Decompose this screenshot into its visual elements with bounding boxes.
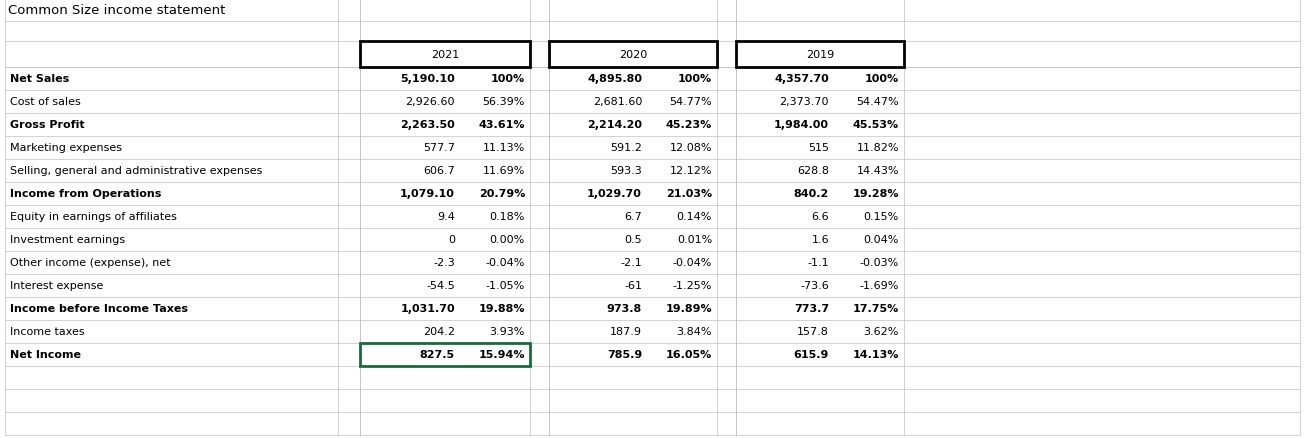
Text: 11.13%: 11.13% [483, 143, 525, 153]
Text: 2021: 2021 [431, 50, 459, 60]
Text: 11.82%: 11.82% [856, 143, 899, 153]
Text: 2,681.60: 2,681.60 [592, 97, 642, 107]
Text: 0.14%: 0.14% [676, 212, 713, 222]
Text: 14.13%: 14.13% [852, 350, 899, 360]
Bar [549, 42, 716, 68]
Text: 56.39%: 56.39% [483, 97, 525, 107]
Text: 615.9: 615.9 [793, 350, 829, 360]
Text: 100%: 100% [677, 74, 713, 84]
Text: 0.01%: 0.01% [677, 235, 713, 245]
Text: 2,263.50: 2,263.50 [401, 120, 455, 130]
Text: Income from Operations: Income from Operations [10, 189, 162, 199]
Text: -0.04%: -0.04% [672, 258, 713, 268]
Text: 973.8: 973.8 [607, 304, 642, 314]
Text: 0.5: 0.5 [624, 235, 642, 245]
Text: 0.00%: 0.00% [489, 235, 525, 245]
Text: 12.08%: 12.08% [669, 143, 713, 153]
Text: 14.43%: 14.43% [856, 166, 899, 176]
Text: 19.88%: 19.88% [479, 304, 525, 314]
Text: 11.69%: 11.69% [483, 166, 525, 176]
Text: Net Sales: Net Sales [10, 74, 69, 84]
Text: 2,214.20: 2,214.20 [587, 120, 642, 130]
Text: -1.1: -1.1 [808, 258, 829, 268]
Text: Income taxes: Income taxes [10, 327, 85, 337]
Text: -0.04%: -0.04% [485, 258, 525, 268]
Text: 2,926.60: 2,926.60 [406, 97, 455, 107]
Text: 43.61%: 43.61% [479, 120, 525, 130]
Text: 16.05%: 16.05% [666, 350, 713, 360]
Text: -1.25%: -1.25% [672, 281, 713, 291]
Text: 3.93%: 3.93% [489, 327, 525, 337]
Text: 1,029.70: 1,029.70 [587, 189, 642, 199]
Text: Interest expense: Interest expense [10, 281, 103, 291]
Text: -1.69%: -1.69% [860, 281, 899, 291]
Text: -0.03%: -0.03% [860, 258, 899, 268]
Text: -54.5: -54.5 [427, 281, 455, 291]
Text: 54.47%: 54.47% [856, 97, 899, 107]
Text: 15.94%: 15.94% [479, 350, 525, 360]
Text: 100%: 100% [491, 74, 525, 84]
Text: Gross Profit: Gross Profit [10, 120, 85, 130]
Text: 2,373.70: 2,373.70 [779, 97, 829, 107]
Text: 6.6: 6.6 [812, 212, 829, 222]
Text: Equity in earnings of affiliates: Equity in earnings of affiliates [10, 212, 177, 222]
Text: -1.05%: -1.05% [485, 281, 525, 291]
Text: Selling, general and administrative expenses: Selling, general and administrative expe… [10, 166, 262, 176]
Bar [736, 42, 904, 68]
Text: 21.03%: 21.03% [666, 189, 713, 199]
Text: 1.6: 1.6 [812, 235, 829, 245]
Text: 19.28%: 19.28% [852, 189, 899, 199]
Text: -2.1: -2.1 [620, 258, 642, 268]
Text: 6.7: 6.7 [624, 212, 642, 222]
Text: 12.12%: 12.12% [669, 166, 713, 176]
Text: 0.18%: 0.18% [489, 212, 525, 222]
Text: 515: 515 [808, 143, 829, 153]
Text: 4,357.70: 4,357.70 [774, 74, 829, 84]
Text: 0.15%: 0.15% [864, 212, 899, 222]
Text: Other income (expense), net: Other income (expense), net [10, 258, 171, 268]
Text: 827.5: 827.5 [420, 350, 455, 360]
Text: 773.7: 773.7 [793, 304, 829, 314]
Text: -2.3: -2.3 [433, 258, 455, 268]
Text: 3.62%: 3.62% [864, 327, 899, 337]
Text: 5,190.10: 5,190.10 [401, 74, 455, 84]
Text: Marketing expenses: Marketing expenses [10, 143, 121, 153]
Text: 593.3: 593.3 [611, 166, 642, 176]
Text: 100%: 100% [865, 74, 899, 84]
Text: 1,031.70: 1,031.70 [401, 304, 455, 314]
Text: 17.75%: 17.75% [852, 304, 899, 314]
Text: 54.77%: 54.77% [669, 97, 713, 107]
Text: 577.7: 577.7 [423, 143, 455, 153]
Text: 1,984.00: 1,984.00 [774, 120, 829, 130]
Text: 4,895.80: 4,895.80 [587, 74, 642, 84]
Text: 785.9: 785.9 [607, 350, 642, 360]
Text: Common Size income statement: Common Size income statement [8, 4, 226, 18]
Text: 1,079.10: 1,079.10 [401, 189, 455, 199]
Text: Investment earnings: Investment earnings [10, 235, 125, 245]
Text: 45.53%: 45.53% [853, 120, 899, 130]
Text: 20.79%: 20.79% [479, 189, 525, 199]
Text: 3.84%: 3.84% [676, 327, 713, 337]
Text: 591.2: 591.2 [611, 143, 642, 153]
Bar [360, 343, 530, 366]
Text: 187.9: 187.9 [609, 327, 642, 337]
Text: Cost of sales: Cost of sales [10, 97, 81, 107]
Text: -61: -61 [624, 281, 642, 291]
Text: 2020: 2020 [619, 50, 647, 60]
Text: 9.4: 9.4 [437, 212, 455, 222]
Text: 0: 0 [448, 235, 455, 245]
Text: 204.2: 204.2 [423, 327, 455, 337]
Text: -73.6: -73.6 [800, 281, 829, 291]
Text: 157.8: 157.8 [797, 327, 829, 337]
Text: 840.2: 840.2 [793, 189, 829, 199]
Text: 45.23%: 45.23% [666, 120, 713, 130]
Text: 2019: 2019 [806, 50, 834, 60]
Text: 628.8: 628.8 [797, 166, 829, 176]
Text: Net Income: Net Income [10, 350, 81, 360]
Text: 0.04%: 0.04% [864, 235, 899, 245]
Text: 606.7: 606.7 [423, 166, 455, 176]
Bar [360, 42, 530, 68]
Text: 19.89%: 19.89% [666, 304, 713, 314]
Text: Income before Income Taxes: Income before Income Taxes [10, 304, 188, 314]
